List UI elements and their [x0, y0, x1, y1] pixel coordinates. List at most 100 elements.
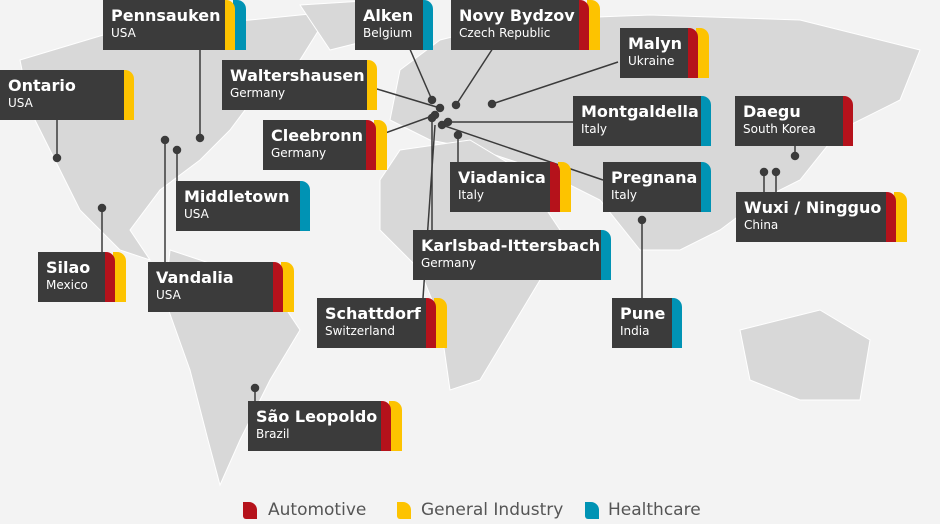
sector-stripe [222, 0, 235, 50]
sector-stripe [547, 162, 560, 212]
site-name: Ontario [8, 76, 76, 95]
site-country: USA [8, 96, 33, 110]
site-country: Switzerland [325, 324, 395, 338]
site-name: Daegu [743, 102, 801, 121]
site-name: Karlsbad-Ittersbach [421, 236, 601, 255]
sector-stripe [558, 162, 571, 212]
sector-stripe [576, 0, 589, 50]
site-country: Czech Republic [459, 26, 551, 40]
site-name: Pregnana [611, 168, 698, 187]
site-country: Germany [421, 256, 477, 270]
location-label: Daegu South Korea [735, 96, 843, 146]
site-name: Pune [620, 304, 666, 323]
site-dot [250, 383, 260, 393]
sector-stripe [587, 0, 600, 50]
australia [739, 309, 871, 401]
site-country: Italy [458, 188, 485, 202]
site-country: Ukraine [628, 54, 675, 68]
site-dot [172, 145, 182, 155]
site-dot [790, 151, 800, 161]
leader-line [491, 61, 619, 105]
sector-stripe [378, 401, 391, 451]
location-label: São Leopoldo Brazil [248, 401, 381, 451]
location-label: Montgaldella Italy [573, 96, 701, 146]
site-name: São Leopoldo [256, 407, 378, 426]
location-label: Middletown USA [176, 181, 300, 231]
site-dot [451, 100, 461, 110]
site-dot [435, 103, 445, 113]
location-label: Pune India [612, 298, 672, 348]
location-label: Viadanica Italy [450, 162, 550, 212]
sector-stripe [696, 28, 709, 78]
location-label: Alken Belgium [355, 0, 423, 50]
site-country: Germany [271, 146, 327, 160]
sector-stripe [374, 120, 387, 170]
location-label: Ontario USA [0, 70, 124, 120]
legend-swatch [243, 502, 257, 519]
location-label: Waltershausen Germany [222, 60, 367, 110]
site-country: China [744, 218, 779, 232]
sector-stripe [685, 28, 698, 78]
location-label: Novy Bydzov Czech Republic [451, 0, 579, 50]
sector-stripe [840, 96, 853, 146]
legend-label: General Industry [421, 500, 564, 520]
site-dot [759, 167, 769, 177]
site-dot [160, 135, 170, 145]
legend-swatch [585, 502, 599, 519]
sector-stripe [364, 60, 377, 110]
location-label: Pennsauken USA [103, 0, 225, 50]
sector-stripe [894, 192, 907, 242]
sector-stripe [698, 162, 711, 212]
legend-label: Automotive [268, 500, 367, 520]
leader-line [366, 85, 441, 109]
site-country: Italy [581, 122, 608, 136]
site-name: Silao [46, 258, 91, 277]
site-country: India [620, 324, 650, 338]
site-dot [771, 167, 781, 177]
site-dot [427, 95, 437, 105]
site-country: Brazil [256, 427, 290, 441]
site-dot [97, 203, 107, 213]
site-name: Waltershausen [230, 66, 365, 85]
sector-stripe [113, 252, 126, 302]
site-dot [427, 113, 437, 123]
site-dot [453, 130, 463, 140]
location-label: Cleebronn Germany [263, 120, 366, 170]
legend-swatch [397, 502, 411, 519]
site-dot [437, 120, 447, 130]
sector-stripe [270, 262, 283, 312]
site-country: South Korea [743, 122, 816, 136]
site-name: Cleebronn [271, 126, 364, 145]
site-name: Wuxi / Ningguo [744, 198, 882, 217]
site-name: Vandalia [156, 268, 234, 287]
site-dot [52, 153, 62, 163]
site-country: USA [156, 288, 181, 302]
site-name: Middletown [184, 187, 290, 206]
site-name: Alken [363, 6, 414, 25]
location-label: Malyn Ukraine [620, 28, 688, 78]
sector-stripe [363, 120, 376, 170]
location-label: Karlsbad-Ittersbach Germany [413, 230, 601, 280]
sector-stripe [389, 401, 402, 451]
site-country: Germany [230, 86, 286, 100]
leader-line [408, 46, 433, 101]
site-dot [487, 99, 497, 109]
site-dot [195, 133, 205, 143]
location-label: Pregnana Italy [603, 162, 701, 212]
site-name: Novy Bydzov [459, 6, 575, 25]
site-country: USA [184, 207, 209, 221]
site-name: Montgaldella [581, 102, 699, 121]
site-name: Pennsauken [111, 6, 221, 25]
location-label: Silao Mexico [38, 252, 105, 302]
site-dot [637, 215, 647, 225]
sector-stripe [883, 192, 896, 242]
sector-stripe [420, 0, 433, 50]
leader-line [441, 124, 604, 181]
sector-stripe [423, 298, 436, 348]
sector-stripe [233, 0, 246, 50]
site-country: Italy [611, 188, 638, 202]
sector-stripe [698, 96, 711, 146]
location-label: Vandalia USA [148, 262, 273, 312]
site-country: Belgium [363, 26, 413, 40]
